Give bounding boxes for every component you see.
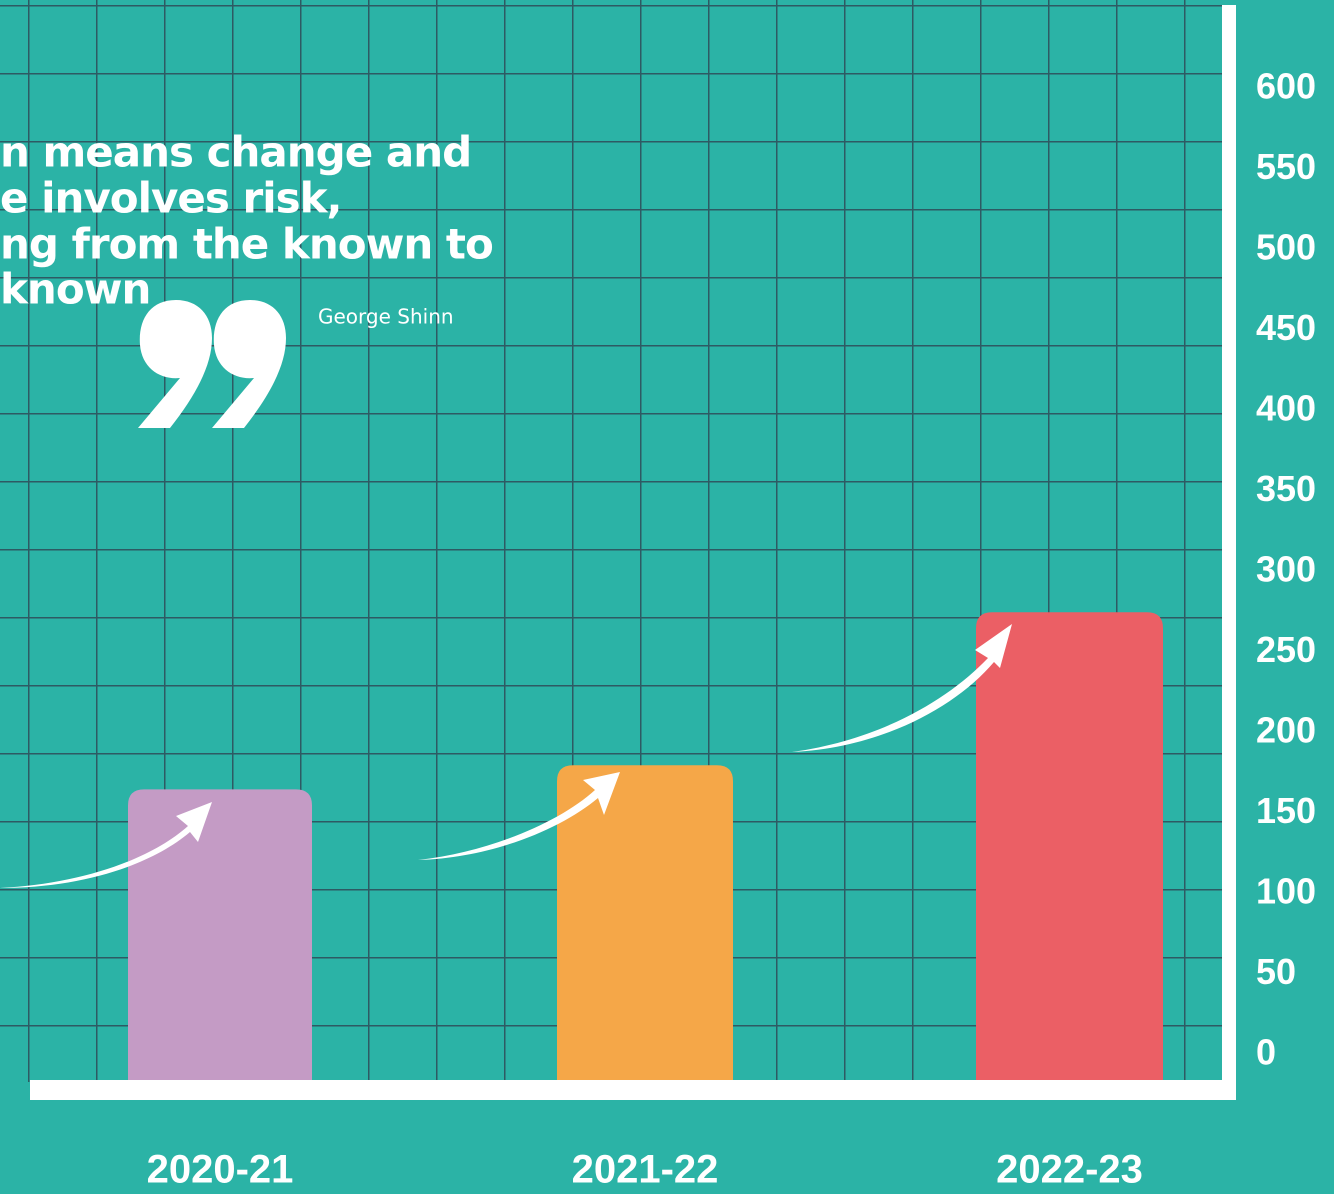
quote-mark [138,300,286,428]
y-tick-label: 550 [1256,146,1316,187]
y-tick-label: 300 [1256,549,1316,590]
x-tick-label: 2022-23 [996,1148,1143,1192]
bar [976,612,1163,1080]
x-tick-label: 2021-22 [572,1148,719,1192]
x-axis [30,1080,1236,1100]
y-tick-label: 50 [1256,951,1296,992]
y-tick-label: 150 [1256,790,1316,831]
growth-arrows [0,624,1012,888]
quote-line: known [0,265,150,314]
y-axis [1222,5,1236,1100]
x-tick-label: 2020-21 [147,1148,294,1192]
bar [128,789,312,1080]
y-tick-label: 0 [1256,1032,1276,1073]
bar [557,765,733,1080]
y-tick-label: 200 [1256,710,1316,751]
y-tick-label: 350 [1256,468,1316,509]
y-tick-label: 250 [1256,629,1316,670]
y-tick-label: 600 [1256,66,1316,107]
bars [128,612,1163,1080]
y-tick-label: 100 [1256,871,1316,912]
quote-line: ng from the known to [0,220,493,269]
y-tick-label: 500 [1256,227,1316,268]
y-tick-label: 450 [1256,307,1316,348]
quote-author: George Shinn [318,305,454,329]
y-tick-label: 400 [1256,388,1316,429]
quote-line: e involves risk, [0,174,342,223]
quote-line: n means change and [0,128,471,177]
